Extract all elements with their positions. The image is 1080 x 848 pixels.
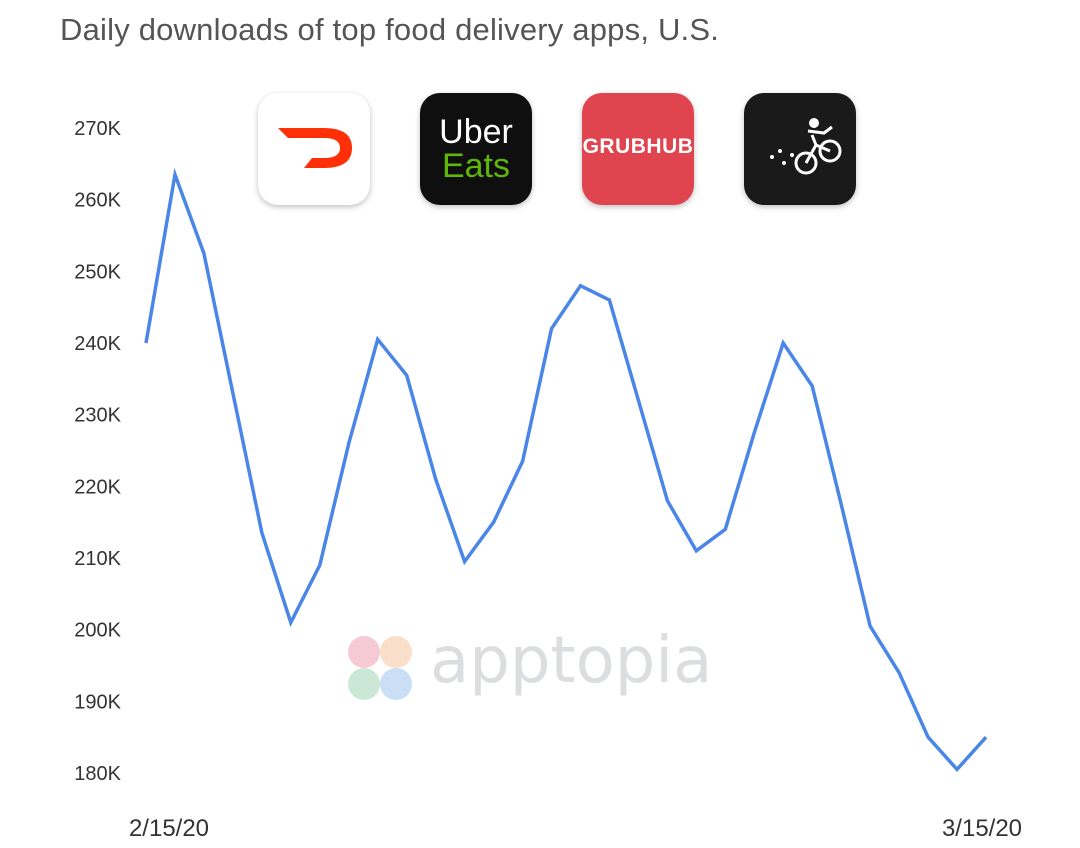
uber-eats-logo-icon: Uber Eats	[420, 93, 532, 205]
series-lines	[144, 167, 988, 773]
y-tick-label: 260K	[74, 190, 121, 212]
uber-eats-line2: Eats	[441, 147, 511, 185]
apptopia-watermark-text: apptopia	[430, 624, 713, 698]
y-tick-label: 240K	[74, 333, 121, 355]
y-tick-label: 190K	[74, 691, 121, 713]
x-axis-ticks: 2/15/20 3/15/20	[129, 815, 1022, 842]
grubhub-logo-icon: GRUBHUB	[582, 93, 694, 205]
y-tick-label: 210K	[74, 548, 121, 570]
chart-title: Daily downloads of top food delivery app…	[60, 12, 720, 47]
x-tick-label: 3/15/20	[942, 815, 1022, 842]
x-tick-label: 2/15/20	[129, 815, 209, 842]
grubhub-logo-text: GRUBHUB	[582, 135, 694, 158]
series-line	[144, 167, 988, 773]
doordash-logo-icon	[258, 93, 370, 205]
y-axis-ticks: 270K 260K 250K 240K 230K 220K 210K 200K 190K 180K	[74, 118, 121, 785]
y-tick-label: 230K	[74, 405, 121, 427]
apptopia-watermark: apptopia	[340, 624, 750, 708]
postmates-logo-icon	[744, 93, 856, 205]
y-tick-label: 250K	[74, 261, 121, 283]
y-tick-label: 180K	[74, 763, 121, 785]
y-tick-label: 270K	[74, 118, 121, 140]
y-tick-label: 200K	[74, 620, 121, 642]
apptopia-logo-icon	[348, 636, 412, 700]
uber-eats-line1: Uber	[439, 113, 513, 151]
y-tick-label: 220K	[74, 476, 121, 498]
